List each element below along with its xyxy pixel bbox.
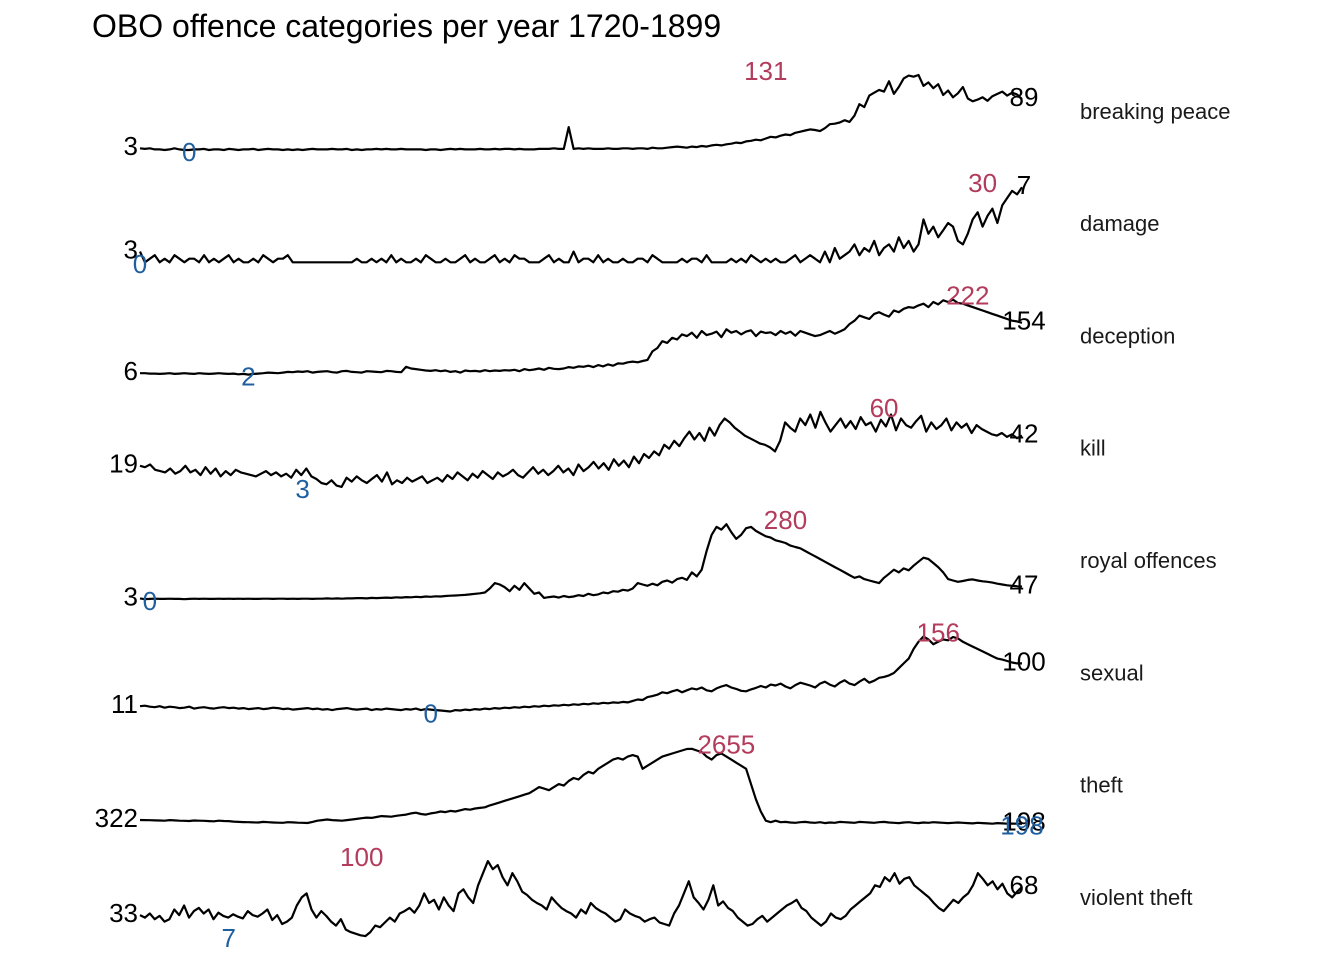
panel-damage: 3 7 0 30 damage (124, 168, 1160, 279)
start-value-violent-theft: 33 (109, 898, 138, 928)
start-value-deception: 6 (124, 356, 138, 386)
max-value-theft: 2655 (697, 730, 755, 760)
max-value-breaking-peace: 131 (744, 56, 787, 86)
series-name-sexual: sexual (1080, 660, 1144, 685)
series-name-kill: kill (1080, 436, 1106, 461)
max-value-damage: 30 (968, 168, 997, 198)
chart-title: OBO offence categories per year 1720-189… (92, 8, 722, 44)
max-value-violent-theft: 100 (340, 842, 383, 872)
start-value-damage: 3 (124, 234, 138, 264)
end-value-royal-offences: 47 (1010, 569, 1039, 599)
max-value-sexual: 156 (917, 617, 960, 647)
series-name-damage: damage (1080, 211, 1160, 236)
panel-kill: 19 42 3 60 kill (109, 393, 1106, 504)
series-line-kill (139, 410, 1023, 488)
panel-violent-theft: 33 68 7 100 violent theft (109, 842, 1192, 953)
start-value-royal-offences: 3 (124, 581, 138, 611)
series-name-violent-theft: violent theft (1080, 885, 1193, 910)
min-value-damage: 0 (133, 249, 147, 279)
end-value-theft: 198 (1002, 807, 1045, 837)
end-value-violent-theft: 68 (1010, 870, 1039, 900)
series-line-violent-theft (139, 860, 1023, 938)
max-value-royal-offences: 280 (764, 505, 807, 535)
min-value-royal-offences: 0 (143, 586, 157, 616)
series-name-breaking-peace: breaking peace (1080, 99, 1230, 124)
start-value-kill: 19 (109, 449, 138, 479)
series-line-theft (139, 747, 1023, 825)
series-line-royal-offences (139, 523, 1023, 601)
min-value-violent-theft: 7 (221, 923, 235, 953)
series-line-damage (138, 186, 1023, 264)
start-value-breaking-peace: 3 (124, 131, 138, 161)
series-name-deception: deception (1080, 323, 1175, 348)
series-line-deception (140, 298, 1023, 376)
min-value-sexual: 0 (423, 698, 437, 728)
series-name-theft: theft (1080, 773, 1123, 798)
series-name-royal-offences: royal offences (1080, 548, 1217, 573)
end-value-kill: 42 (1010, 418, 1039, 448)
min-value-deception: 2 (241, 361, 255, 391)
end-value-deception: 154 (1002, 306, 1045, 336)
start-value-theft: 322 (95, 803, 138, 833)
end-value-sexual: 100 (1002, 646, 1045, 676)
panel-breaking-peace: 3 89 0 131 breaking peace (124, 56, 1231, 167)
end-value-breaking-peace: 89 (1010, 82, 1039, 112)
min-value-theft: 198 (1000, 811, 1043, 841)
panel-royal-offences: 3 47 0 280 royal offences (124, 505, 1217, 616)
min-value-breaking-peace: 0 (182, 137, 196, 167)
series-line-breaking-peace (139, 73, 1023, 152)
series-line-sexual (139, 635, 1022, 713)
panel-sexual: 11 100 0 156 sexual (111, 617, 1144, 728)
min-value-kill: 3 (295, 474, 309, 504)
end-value-damage: 7 (1017, 170, 1031, 200)
max-value-kill: 60 (870, 393, 899, 423)
start-value-sexual: 11 (111, 689, 138, 719)
max-value-deception: 222 (946, 280, 989, 310)
